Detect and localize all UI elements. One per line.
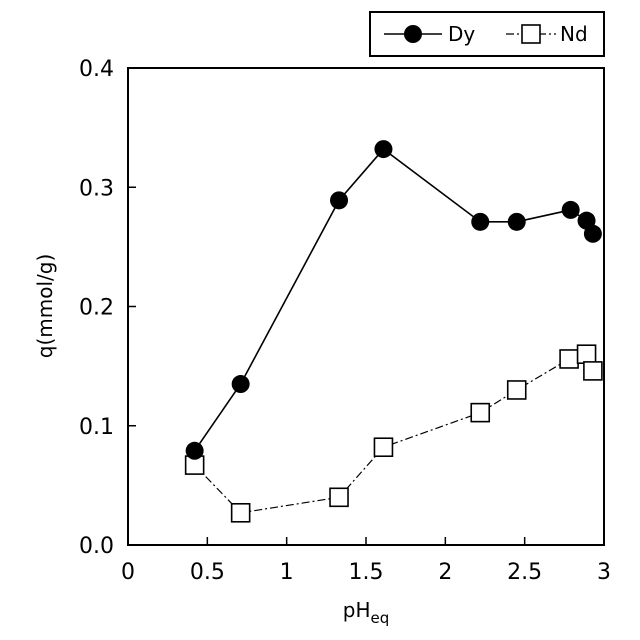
x-tick-label: 0.5 [190, 560, 225, 585]
legend-nd-label: Nd [560, 22, 588, 46]
y-tick-label: 0.1 [79, 415, 114, 440]
x-tick-label: 3 [597, 560, 611, 585]
x-tick-label: 1 [280, 560, 294, 585]
x-tick-label: 2.5 [507, 560, 542, 585]
series-layer [184, 140, 603, 523]
series-line-dy [193, 148, 594, 452]
data-point-dy [561, 200, 580, 219]
series-line-nd [194, 353, 594, 514]
data-point-dy [471, 212, 490, 231]
ticks-layer: 0 0.5 1 1.5 2 2.5 3 0.0 0.1 0.2 0.3 0.4 [79, 57, 611, 585]
y-tick-label: 0.0 [79, 534, 114, 559]
data-point-dy [507, 212, 526, 231]
data-point-nd [576, 344, 597, 365]
legend: Dy Nd [369, 11, 605, 57]
data-point-nd [506, 380, 527, 400]
data-point-nd [329, 487, 349, 508]
data-point-dy [231, 375, 250, 394]
y-tick-label: 0.4 [79, 57, 114, 82]
data-point-nd [373, 437, 394, 458]
x-axis-label: pHeq [343, 598, 389, 627]
legend-dy-label: Dy [448, 22, 475, 46]
legend-nd-marker [521, 24, 541, 44]
data-point-dy [330, 191, 349, 210]
y-tick-label: 0.2 [79, 296, 114, 321]
x-tick-label: 2 [438, 560, 452, 585]
legend-dy-marker [404, 25, 422, 43]
x-axis-label-main: pH [343, 598, 371, 622]
data-point-dy [583, 224, 602, 243]
data-point-nd [583, 361, 603, 381]
data-point-nd [559, 349, 579, 369]
data-point-dy [185, 441, 204, 460]
y-tick-label: 0.3 [79, 176, 114, 201]
x-tick-label: 1.5 [349, 560, 384, 585]
y-axis-label: q(mmol/g) [33, 254, 57, 359]
x-axis-label-subscript: eq [370, 609, 389, 627]
data-point-nd [470, 402, 491, 423]
x-tick-label: 0 [121, 560, 135, 585]
data-point-nd [230, 503, 251, 523]
data-point-dy [374, 140, 393, 159]
